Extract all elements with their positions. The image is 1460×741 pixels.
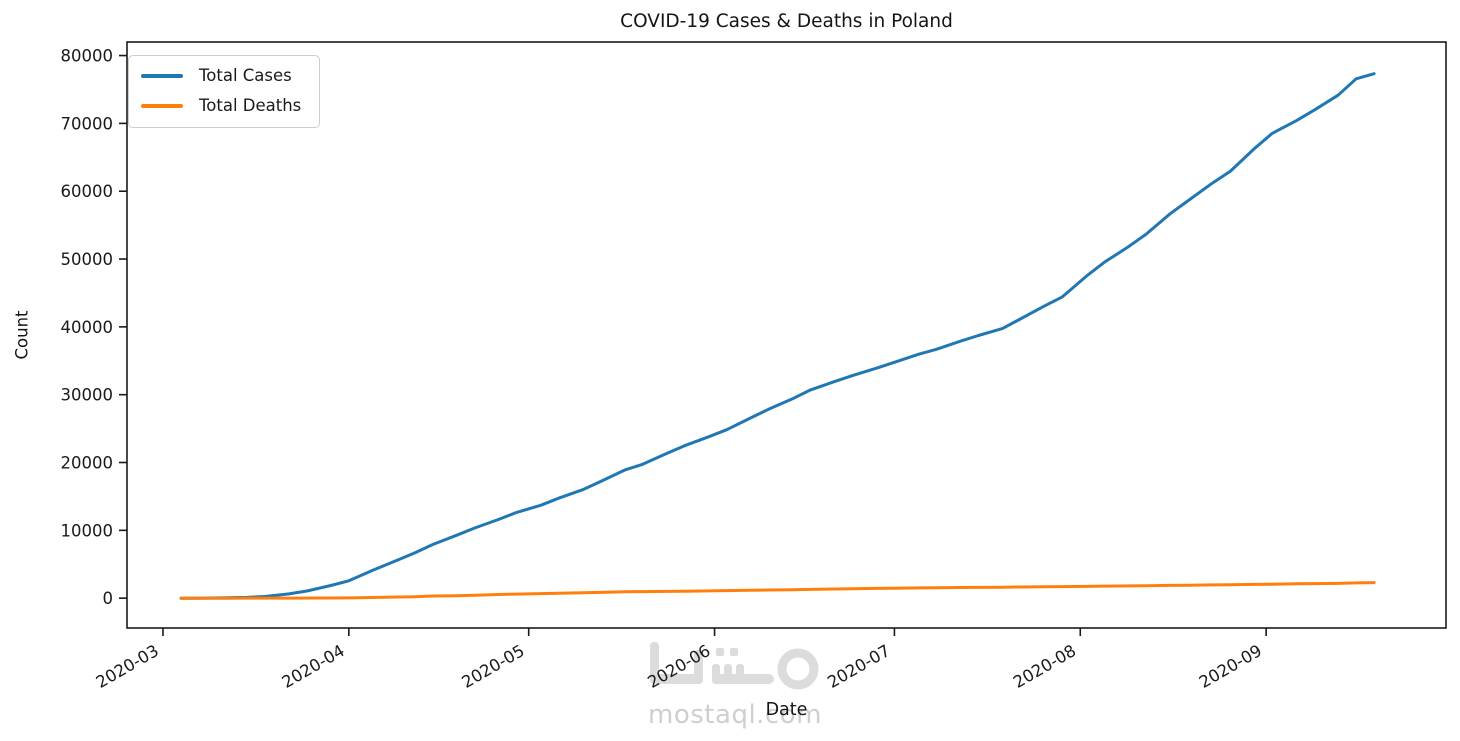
total-deaths-line-swatch [141, 104, 183, 108]
series-line-total-deaths [179, 581, 1376, 600]
legend-item-total-deaths: Total Deaths [141, 95, 301, 117]
y-tick-label: 20000 [61, 454, 114, 473]
x-axis-label: Date [765, 700, 808, 720]
total-cases-line-swatch [141, 74, 183, 78]
legend-label-total-deaths: Total Deaths [199, 96, 302, 115]
series-line-total-cases [179, 72, 1376, 600]
legend: Total Cases Total Deaths [128, 55, 321, 128]
y-tick-label: 10000 [61, 521, 114, 540]
chart-title: COVID-19 Cases & Deaths in Poland [620, 11, 953, 32]
axes-spines [126, 41, 1447, 629]
y-tick-label: 40000 [61, 318, 114, 337]
x-tick-label: 2020-05 [458, 641, 527, 692]
y-tick-label: 30000 [61, 386, 114, 405]
mostaql-logo-icon [650, 642, 819, 690]
x-tick-label: 2020-06 [644, 641, 713, 692]
mostaql-watermark: mostaql.com [640, 636, 830, 730]
x-tick-label: 2020-07 [824, 641, 893, 692]
y-tick-label: 80000 [61, 47, 114, 66]
x-tick-label: 2020-03 [93, 641, 162, 692]
x-tick-label: 2020-08 [1010, 641, 1079, 692]
x-tick-label: 2020-04 [279, 641, 348, 692]
y-tick-label: 50000 [61, 250, 114, 269]
y-tick-label: 70000 [61, 114, 114, 133]
legend-item-total-cases: Total Cases [141, 65, 301, 87]
y-tick-label: 60000 [61, 182, 114, 201]
watermark-domain: mostaql.com [648, 700, 822, 730]
x-tick-label: 2020-09 [1196, 641, 1265, 692]
y-tick-label: 0 [103, 589, 114, 608]
legend-label-total-cases: Total Cases [199, 66, 292, 85]
